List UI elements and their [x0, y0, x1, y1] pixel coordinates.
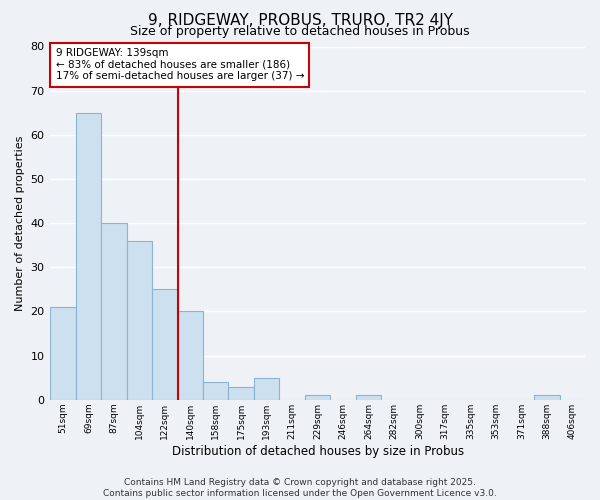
Text: 9 RIDGEWAY: 139sqm
← 83% of detached houses are smaller (186)
17% of semi-detach: 9 RIDGEWAY: 139sqm ← 83% of detached hou… — [56, 48, 304, 82]
Bar — [356, 396, 381, 400]
Bar — [534, 396, 560, 400]
Bar — [254, 378, 280, 400]
Bar — [50, 307, 76, 400]
Y-axis label: Number of detached properties: Number of detached properties — [15, 136, 25, 311]
Text: Contains HM Land Registry data © Crown copyright and database right 2025.
Contai: Contains HM Land Registry data © Crown c… — [103, 478, 497, 498]
Text: 9, RIDGEWAY, PROBUS, TRURO, TR2 4JY: 9, RIDGEWAY, PROBUS, TRURO, TR2 4JY — [148, 12, 452, 28]
Bar — [76, 112, 101, 400]
Bar — [178, 312, 203, 400]
X-axis label: Distribution of detached houses by size in Probus: Distribution of detached houses by size … — [172, 444, 464, 458]
Bar — [203, 382, 229, 400]
Text: Size of property relative to detached houses in Probus: Size of property relative to detached ho… — [130, 25, 470, 38]
Bar — [305, 396, 331, 400]
Bar — [152, 290, 178, 400]
Bar — [127, 241, 152, 400]
Bar — [229, 386, 254, 400]
Bar — [101, 223, 127, 400]
